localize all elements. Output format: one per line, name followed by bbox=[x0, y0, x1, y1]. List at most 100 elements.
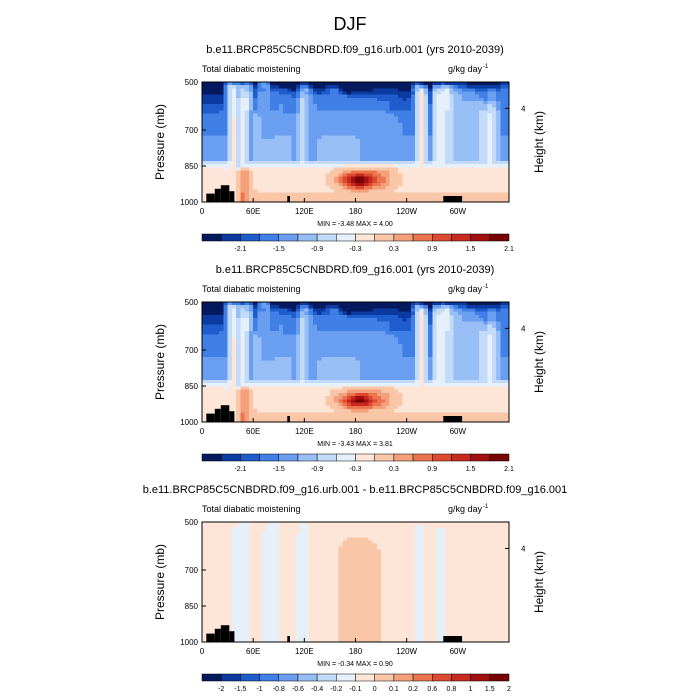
heatmap-cell bbox=[261, 97, 267, 102]
heatmap-cell bbox=[470, 164, 476, 168]
panel-title: b.e11.BRCP85C5CNBDRD.f09_g16.001 (yrs 20… bbox=[216, 264, 495, 276]
heatmap-cell bbox=[236, 179, 241, 184]
heatmap-cell bbox=[338, 376, 344, 381]
heatmap-cell bbox=[295, 389, 301, 394]
heatmap-cell bbox=[466, 327, 472, 332]
heatmap-cell bbox=[214, 173, 220, 178]
heatmap-cell bbox=[415, 373, 421, 378]
heatmap-cell bbox=[410, 186, 416, 190]
heatmap-cell bbox=[415, 160, 421, 165]
heatmap-cell bbox=[500, 353, 506, 358]
heatmap-cell bbox=[504, 366, 510, 371]
heatmap-cell bbox=[372, 389, 378, 394]
heatmap-cell bbox=[329, 366, 335, 371]
heatmap-cell bbox=[402, 370, 408, 374]
heatmap-cell bbox=[398, 113, 403, 118]
heatmap-cell bbox=[223, 370, 229, 374]
heatmap-cell bbox=[462, 154, 467, 159]
heatmap-cell bbox=[317, 357, 322, 361]
heatmap-cell bbox=[364, 347, 369, 352]
heatmap-cell bbox=[206, 344, 212, 348]
heatmap-cell bbox=[231, 145, 237, 149]
heatmap-cell bbox=[368, 142, 374, 146]
heatmap-cell bbox=[381, 379, 386, 384]
heatmap-cell bbox=[449, 389, 455, 394]
heatmap-cell bbox=[214, 186, 220, 190]
heatmap-cell bbox=[231, 396, 237, 400]
heatmap-cell bbox=[214, 151, 220, 156]
heatmap-cell bbox=[257, 160, 263, 165]
topography-block bbox=[229, 191, 235, 202]
heatmap-cell bbox=[393, 97, 399, 102]
heatmap-cell bbox=[487, 389, 493, 394]
heatmap-cell bbox=[483, 370, 489, 374]
heatmap-cell bbox=[346, 151, 352, 156]
heatmap-cell bbox=[338, 186, 344, 190]
heatmap-cell bbox=[372, 347, 378, 352]
heatmap-cell bbox=[206, 116, 212, 121]
heatmap-cell bbox=[219, 350, 224, 355]
heatmap-cell bbox=[300, 370, 305, 374]
heatmap-cell bbox=[261, 91, 267, 96]
heatmap-cell bbox=[342, 135, 348, 140]
heatmap-cell bbox=[427, 123, 433, 127]
heatmap-cell bbox=[466, 129, 472, 134]
heatmap-cell bbox=[410, 357, 416, 361]
heatmap-cell bbox=[474, 396, 480, 400]
heatmap-cell bbox=[402, 337, 408, 342]
heatmap-cell bbox=[274, 392, 280, 397]
heatmap-cell bbox=[351, 360, 357, 365]
heatmap-cell bbox=[423, 126, 429, 130]
heatmap-cell bbox=[470, 192, 476, 197]
heatmap-cell bbox=[410, 85, 416, 89]
heatmap-cell bbox=[393, 126, 399, 130]
heatmap-cell bbox=[491, 347, 497, 352]
heatmap-cell bbox=[483, 311, 489, 316]
heatmap-cell bbox=[427, 116, 433, 121]
heatmap-cell bbox=[415, 173, 421, 178]
heatmap-cell bbox=[227, 167, 233, 172]
heatmap-cell bbox=[219, 132, 224, 137]
heatmap-cell bbox=[479, 148, 485, 153]
heatmap-cell bbox=[483, 347, 489, 352]
heatmap-cell bbox=[329, 160, 335, 165]
heatmap-cell bbox=[359, 167, 365, 172]
heatmap-cell bbox=[206, 324, 212, 329]
heatmap-cell bbox=[351, 97, 357, 102]
heatmap-cell bbox=[283, 173, 288, 178]
heatmap-cell bbox=[496, 154, 502, 159]
heatmap-cell bbox=[274, 302, 280, 306]
heatmap-cell bbox=[227, 100, 233, 105]
heatmap-cell bbox=[270, 376, 276, 381]
heatmap-cell bbox=[321, 344, 327, 348]
heatmap-cell bbox=[261, 132, 267, 137]
heatmap-cell bbox=[227, 340, 233, 345]
heatmap-cell bbox=[291, 396, 297, 400]
heatmap-cell bbox=[376, 198, 382, 203]
heatmap-cell bbox=[295, 318, 301, 323]
heatmap-cell bbox=[321, 195, 327, 200]
heatmap-cell bbox=[270, 123, 276, 127]
heatmap-cell bbox=[265, 91, 271, 96]
heatmap-cell bbox=[253, 350, 259, 355]
heatmap-cell bbox=[423, 366, 429, 371]
heatmap-cell bbox=[474, 94, 480, 99]
heatmap-cell bbox=[308, 97, 314, 102]
heatmap-cell bbox=[415, 91, 421, 96]
heatmap-cell bbox=[346, 157, 352, 162]
heatmap-cell bbox=[253, 327, 259, 332]
heatmap-cell bbox=[265, 334, 271, 339]
heatmap-cell bbox=[253, 192, 259, 197]
heatmap-cell bbox=[214, 386, 220, 391]
heatmap-cell bbox=[415, 386, 421, 391]
heatmap-cell bbox=[338, 383, 344, 387]
heatmap-cell bbox=[202, 195, 207, 200]
heatmap-cell bbox=[321, 383, 327, 387]
heatmap-cell bbox=[359, 373, 365, 378]
heatmap-cell bbox=[474, 305, 480, 310]
heatmap-cell bbox=[483, 138, 489, 143]
heatmap-cell bbox=[423, 192, 429, 197]
heatmap-cell bbox=[462, 88, 467, 93]
heatmap-cell bbox=[253, 340, 259, 345]
heatmap-cell bbox=[368, 94, 374, 99]
